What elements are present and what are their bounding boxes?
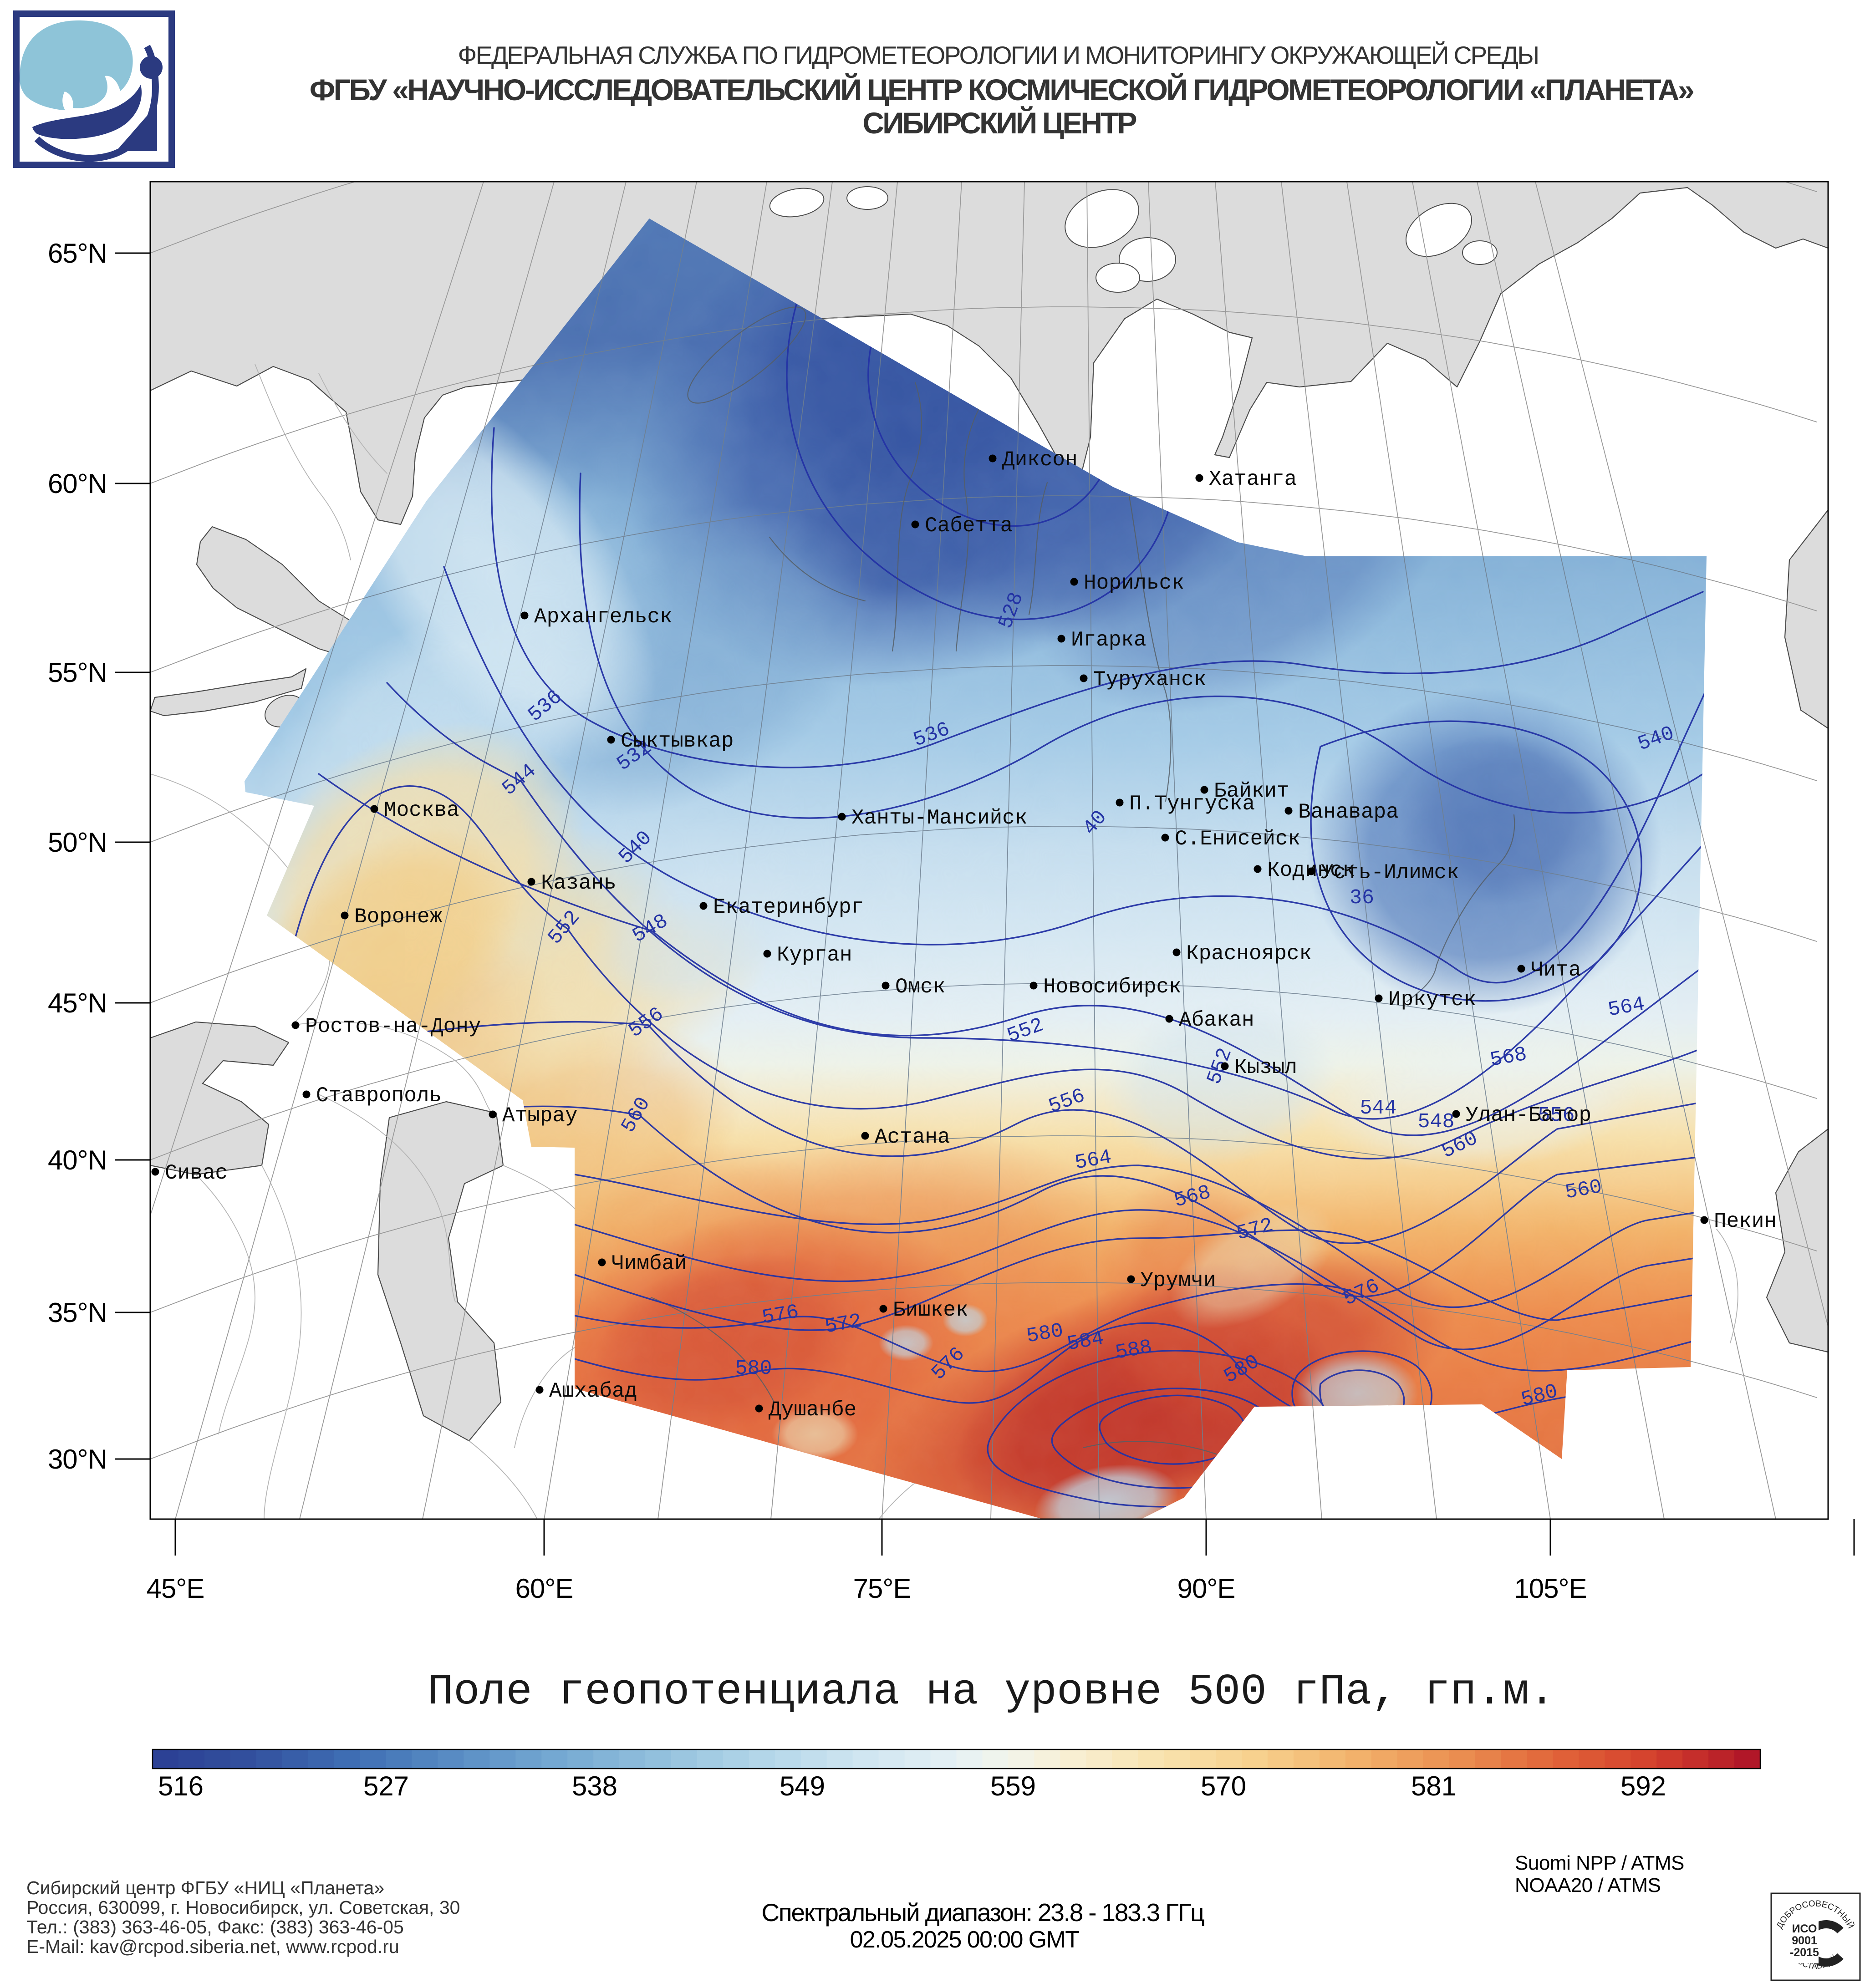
svg-text:Россия, 630099, г. Новосибирск: Россия, 630099, г. Новосибирск, ул. Сове… <box>26 1897 460 1918</box>
svg-text:Игарка: Игарка <box>1071 628 1147 652</box>
svg-text:65°N: 65°N <box>48 238 107 269</box>
svg-text:Усть-Илимск: Усть-Илимск <box>1321 861 1459 885</box>
svg-text:Ставрополь: Ставрополь <box>316 1084 442 1108</box>
svg-text:45°E: 45°E <box>147 1573 204 1604</box>
svg-text:Абакан: Абакан <box>1179 1008 1254 1032</box>
svg-text:516: 516 <box>158 1771 204 1801</box>
svg-text:Кызыл: Кызыл <box>1234 1056 1297 1079</box>
svg-text:Норильск: Норильск <box>1084 571 1184 595</box>
svg-text:Чита: Чита <box>1531 958 1581 982</box>
svg-text:9001: 9001 <box>1792 1934 1817 1947</box>
svg-text:СИБИРСКИЙ ЦЕНТР: СИБИРСКИЙ ЦЕНТР <box>862 106 1136 140</box>
svg-text:Курган: Курган <box>777 943 852 967</box>
svg-text:Байкит: Байкит <box>1214 779 1289 803</box>
svg-text:36: 36 <box>1350 886 1374 910</box>
svg-text:Ростов-на-Дону: Ростов-на-Дону <box>305 1015 481 1038</box>
svg-text:Пекин: Пекин <box>1714 1210 1777 1233</box>
svg-text:Диксон: Диксон <box>1002 448 1078 472</box>
svg-text:Екатеринбург: Екатеринбург <box>713 895 864 919</box>
svg-text:Омск: Омск <box>895 975 945 999</box>
svg-text:Москва: Москва <box>384 798 459 822</box>
svg-text:Тел.: (383) 363-46-05, Факс: (: Тел.: (383) 363-46-05, Факс: (383) 363-4… <box>26 1917 404 1937</box>
svg-text:581: 581 <box>1411 1771 1457 1801</box>
svg-text:Сабетта: Сабетта <box>925 514 1013 538</box>
svg-text:ФЕДЕРАЛЬНАЯ СЛУЖБА ПО ГИДРОМЕТ: ФЕДЕРАЛЬНАЯ СЛУЖБА ПО ГИДРОМЕТЕОРОЛОГИИ … <box>458 41 1539 69</box>
svg-text:60°E: 60°E <box>515 1573 573 1604</box>
svg-text:С.Енисейск: С.Енисейск <box>1175 827 1300 851</box>
svg-text:538: 538 <box>572 1771 617 1801</box>
svg-text:Чимбай: Чимбай <box>611 1252 687 1276</box>
svg-text:Улан-Батор: Улан-Батор <box>1466 1103 1591 1127</box>
svg-text:Сыктывкар: Сыктывкар <box>621 729 734 753</box>
svg-text:559: 559 <box>990 1771 1036 1801</box>
svg-text:548: 548 <box>1417 1110 1454 1134</box>
svg-text:Душанбе: Душанбе <box>769 1398 856 1422</box>
svg-text:ИСО: ИСО <box>1792 1922 1817 1935</box>
svg-text:Атырау: Атырау <box>502 1104 578 1128</box>
svg-text:580: 580 <box>735 1357 772 1380</box>
svg-text:Ванавара: Ванавара <box>1298 800 1399 824</box>
svg-text:Новосибирск: Новосибирск <box>1043 975 1182 999</box>
svg-text:75°E: 75°E <box>853 1573 911 1604</box>
svg-text:50°N: 50°N <box>48 827 107 858</box>
svg-text:Спектральный диапазон: 23.8 -: Спектральный диапазон: 23.8 - 183.3 ГГц <box>761 1898 1204 1927</box>
svg-text:Бишкек: Бишкек <box>893 1298 968 1322</box>
svg-text:60°N: 60°N <box>48 468 107 499</box>
svg-text:Сивас: Сивас <box>165 1161 228 1185</box>
svg-text:544: 544 <box>1360 1097 1396 1120</box>
svg-text:Ханты-Мансийск: Ханты-Мансийск <box>851 806 1027 830</box>
svg-text:Казань: Казань <box>541 871 617 895</box>
svg-text:ФГБУ «НАУЧНО-ИССЛЕДОВАТЕЛЬСКИЙ: ФГБУ «НАУЧНО-ИССЛЕДОВАТЕЛЬСКИЙ ЦЕНТР КОС… <box>310 72 1693 107</box>
svg-text:NOAA20 / ATMS: NOAA20 / ATMS <box>1515 1874 1661 1896</box>
svg-text:E-Mail: kav@rcpod.siberia.net,: E-Mail: kav@rcpod.siberia.net, www.rcpod… <box>26 1936 399 1957</box>
svg-text:527: 527 <box>363 1771 409 1801</box>
svg-text:549: 549 <box>780 1771 825 1801</box>
svg-text:Астана: Астана <box>875 1125 950 1149</box>
svg-text:45°N: 45°N <box>48 988 107 1018</box>
svg-text:592: 592 <box>1620 1771 1666 1801</box>
svg-text:570: 570 <box>1201 1771 1246 1801</box>
svg-text:30°N: 30°N <box>48 1444 107 1474</box>
svg-text:П.Тунгуска: П.Тунгуска <box>1129 792 1255 816</box>
svg-text:Ашхабад: Ашхабад <box>549 1379 637 1403</box>
svg-text:35°N: 35°N <box>48 1297 107 1328</box>
svg-text:55°N: 55°N <box>48 657 107 688</box>
svg-text:90°E: 90°E <box>1177 1573 1235 1604</box>
svg-text:02.05.2025 00:00 GMT: 02.05.2025 00:00 GMT <box>850 1927 1080 1953</box>
svg-text:Сибирский центр ФГБУ «НИЦ «Пла: Сибирский центр ФГБУ «НИЦ «Планета» <box>26 1877 384 1898</box>
svg-text:Хатанга: Хатанга <box>1209 468 1297 491</box>
svg-text:Воронеж: Воронеж <box>354 905 443 929</box>
svg-text:105°E: 105°E <box>1514 1573 1586 1604</box>
svg-text:Архангельск: Архангельск <box>534 605 673 629</box>
svg-text:Красноярск: Красноярск <box>1186 942 1312 966</box>
svg-text:-2015: -2015 <box>1790 1946 1819 1959</box>
svg-text:40°N: 40°N <box>48 1145 107 1175</box>
svg-text:Поле геопотенциала на уровне 5: Поле геопотенциала на уровне 500 гПа, гп… <box>427 1667 1555 1717</box>
svg-text:Иркутск: Иркутск <box>1388 988 1476 1012</box>
svg-text:Suomi NPP / ATMS: Suomi NPP / ATMS <box>1515 1852 1684 1874</box>
svg-text:Туруханск: Туруханск <box>1093 668 1206 691</box>
svg-text:Урумчи: Урумчи <box>1141 1269 1216 1292</box>
svg-text:556: 556 <box>1538 1104 1575 1127</box>
